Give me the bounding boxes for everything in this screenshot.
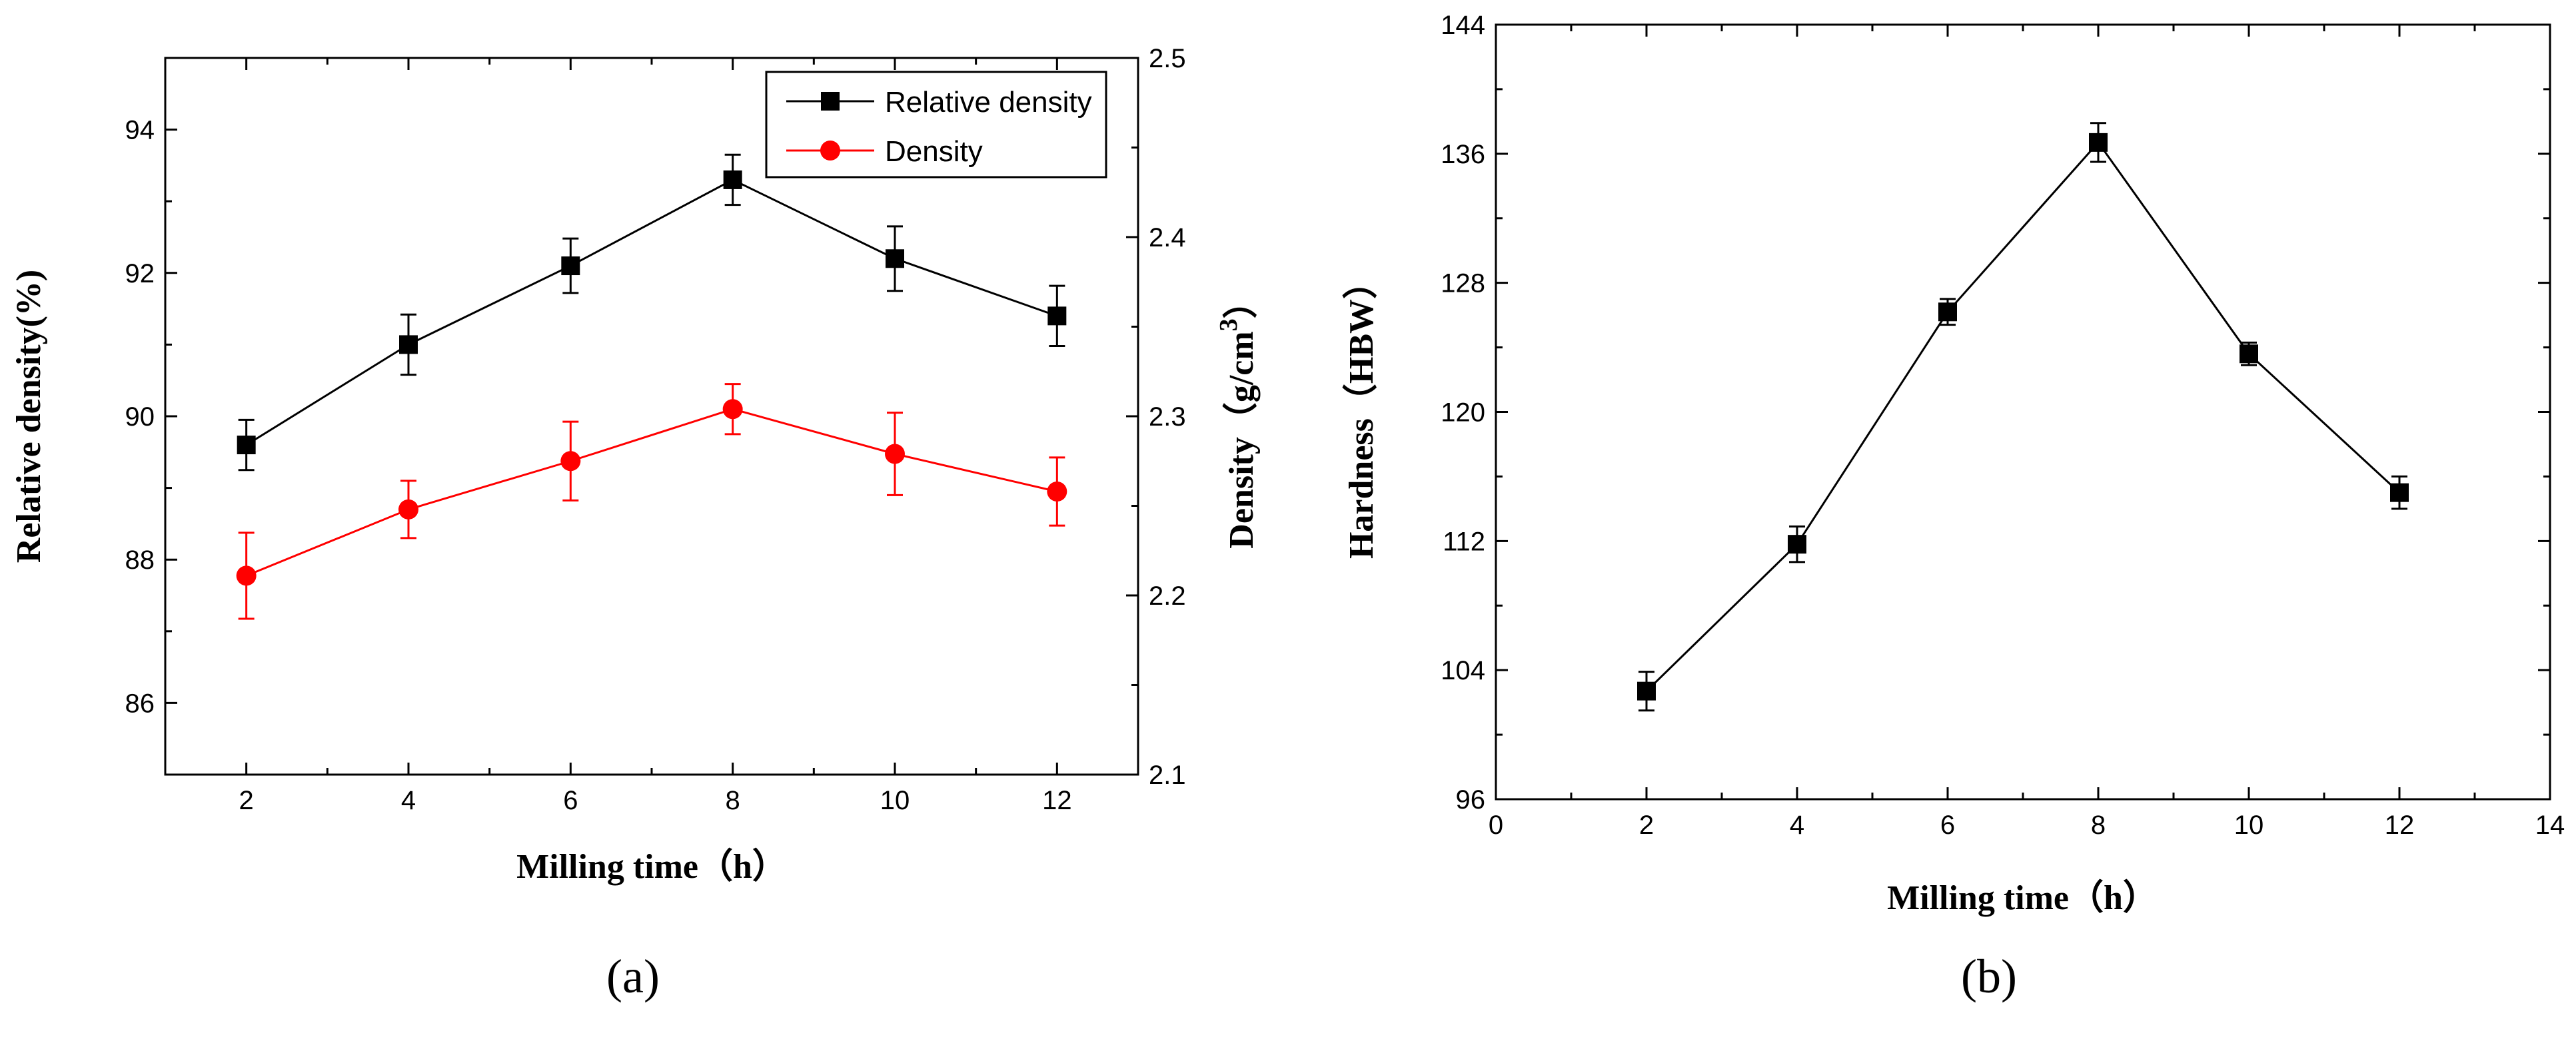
x-tick-label: 4 xyxy=(401,786,416,815)
chart-panel-a: 2 4 6 8 10 12 86 88 90 92 94 2.1 2.2 2.3 2.4 2.5 Mill… xyxy=(10,44,1261,1003)
series-line-0 xyxy=(1645,141,2401,692)
data-point xyxy=(1047,306,1067,326)
x-tick-label: 12 xyxy=(1042,786,1072,815)
y-axis-title-b: Hardness（HBW） xyxy=(1342,264,1381,559)
x-tick-label: 8 xyxy=(726,786,740,815)
y-right-tick-label: 2.5 xyxy=(1149,44,1186,73)
y-tick-label: 88 xyxy=(125,545,155,575)
data-point xyxy=(722,399,743,420)
legend-label-density: Density xyxy=(885,135,983,168)
data-point xyxy=(1938,302,1957,322)
data-point xyxy=(1047,481,1067,502)
data-point xyxy=(2390,483,2409,502)
x-tick-label: 2 xyxy=(239,786,254,815)
panel-label-a: (a) xyxy=(606,950,660,1003)
data-point xyxy=(399,335,418,354)
data-point xyxy=(2240,344,2258,364)
chart-panel-b: 0 2 4 6 8 10 12 14 96 104 112 120 128 136 144 Milling… xyxy=(1342,11,2565,1003)
y-tick-label: 120 xyxy=(1441,398,1485,428)
y-right-tick-label: 2.3 xyxy=(1149,402,1186,432)
legend-marker-relative-density xyxy=(821,92,840,111)
y-tick-label: 104 xyxy=(1441,656,1485,685)
y-ticks-a: 86 88 90 92 94 xyxy=(125,116,177,718)
y-ticks-b: 96 104 112 120 128 136 144 xyxy=(1441,11,2550,815)
data-point xyxy=(885,444,905,464)
panel-label-b: (b) xyxy=(1961,950,2017,1003)
x-tick-label: 14 xyxy=(2535,811,2565,840)
legend-label-relative-density: Relative density xyxy=(885,86,1092,119)
x-tick-label: 0 xyxy=(1489,811,1503,840)
legend-a: Relative density Density xyxy=(765,71,1107,178)
x-tick-label: 6 xyxy=(563,786,578,815)
x-axis-title-b: Milling time（h） xyxy=(1887,878,2158,917)
x-ticks-a: 2 4 6 8 10 12 xyxy=(239,58,1072,815)
y-tick-label: 144 xyxy=(1441,11,1485,40)
x-tick-label: 10 xyxy=(880,786,910,815)
data-point xyxy=(1788,535,1806,554)
data-point xyxy=(560,451,581,472)
x-tick-label: 2 xyxy=(1639,811,1654,840)
y-tick-label: 90 xyxy=(125,402,155,432)
data-point xyxy=(398,499,418,520)
data-point xyxy=(2089,133,2108,152)
data-point xyxy=(886,249,904,268)
x-tick-label: 6 xyxy=(1940,811,1955,840)
x-tick-label: 12 xyxy=(2385,811,2415,840)
y-tick-label: 86 xyxy=(125,689,155,718)
x-tick-label: 4 xyxy=(1790,811,1804,840)
y-tick-label: 92 xyxy=(125,259,155,288)
x-ticks-b: 0 2 4 6 8 10 12 14 xyxy=(1489,25,2565,840)
y-tick-label: 94 xyxy=(125,116,155,145)
series-line-1 xyxy=(246,408,1057,577)
data-point xyxy=(1637,681,1656,701)
y-right-tick-label: 2.1 xyxy=(1149,761,1186,790)
data-point xyxy=(723,170,742,189)
x-tick-label: 8 xyxy=(2091,811,2106,840)
data-point xyxy=(237,436,256,455)
x-axis-title-a: Milling time（h） xyxy=(516,847,787,886)
data-point xyxy=(561,256,580,276)
y-tick-label: 136 xyxy=(1441,140,1485,169)
y-axis-title-a: Relative density(%) xyxy=(10,270,48,563)
y-tick-label: 96 xyxy=(1456,785,1486,815)
series-group-a xyxy=(236,153,1067,620)
y-ticks-right-a: 2.1 2.2 2.3 2.4 2.5 xyxy=(1126,44,1186,790)
y-tick-label: 128 xyxy=(1441,269,1485,298)
y-tick-label: 112 xyxy=(1443,527,1485,556)
y-axis-title-right-a: Density（g/cm3） xyxy=(1215,284,1261,548)
series-line-0 xyxy=(245,178,1057,446)
y-axis-title-right-prefix: Density（g/cm xyxy=(1222,331,1261,548)
x-tick-label: 10 xyxy=(2234,811,2264,840)
legend-box xyxy=(765,71,1107,178)
data-point xyxy=(236,565,257,586)
y-right-tick-label: 2.4 xyxy=(1149,223,1186,252)
legend-marker-density xyxy=(820,141,840,161)
y-right-tick-label: 2.2 xyxy=(1149,581,1186,611)
y-axis-title-right-suffix: ） xyxy=(1222,284,1261,318)
y-axis-title-right-sup: 3 xyxy=(1215,318,1243,331)
series-group-b xyxy=(1637,122,2409,712)
